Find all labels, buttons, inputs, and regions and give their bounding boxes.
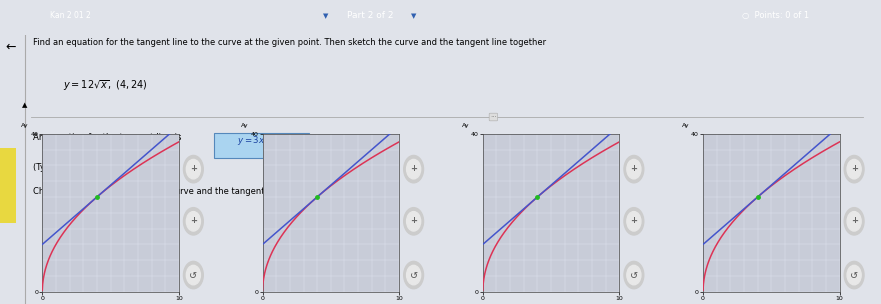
Text: ○ C.: ○ C. [487, 192, 507, 201]
FancyBboxPatch shape [214, 133, 309, 158]
Circle shape [844, 261, 864, 289]
Text: ○ D.: ○ D. [707, 192, 729, 201]
Text: +: + [631, 216, 637, 225]
Circle shape [183, 261, 204, 289]
Circle shape [844, 155, 864, 183]
Text: ○ B.: ○ B. [267, 192, 287, 201]
Text: +: + [411, 216, 417, 225]
Text: Part 2 of 2: Part 2 of 2 [347, 11, 393, 20]
Circle shape [844, 208, 864, 235]
Text: An equation for the tangent line is: An equation for the tangent line is [33, 133, 185, 142]
Circle shape [187, 212, 201, 231]
Text: $y=12\sqrt{x},\;(4,24)$: $y=12\sqrt{x},\;(4,24)$ [63, 78, 148, 93]
Text: +: + [411, 164, 417, 173]
Circle shape [403, 261, 424, 289]
Text: Ay: Ay [241, 123, 249, 128]
Text: ○  Points: 0 of 1: ○ Points: 0 of 1 [742, 11, 809, 20]
Text: ▲: ▲ [22, 102, 27, 108]
Bar [0, 148, 16, 223]
Circle shape [624, 155, 644, 183]
Text: ○ A.: ○ A. [47, 192, 67, 201]
Text: +: + [190, 164, 196, 173]
Text: Choose the correct graph of the curve and the tangent line below: Choose the correct graph of the curve an… [33, 187, 311, 196]
Text: ↺: ↺ [189, 271, 197, 281]
Text: ←: ← [5, 40, 16, 53]
Circle shape [183, 155, 204, 183]
Circle shape [848, 159, 862, 179]
Circle shape [187, 265, 201, 285]
Circle shape [627, 265, 641, 285]
Circle shape [848, 212, 862, 231]
Text: ↺: ↺ [850, 271, 858, 281]
Circle shape [403, 155, 424, 183]
Circle shape [848, 265, 862, 285]
Circle shape [627, 159, 641, 179]
Text: ↺: ↺ [410, 271, 418, 281]
Circle shape [406, 212, 421, 231]
Circle shape [624, 261, 644, 289]
Circle shape [627, 212, 641, 231]
Text: +: + [851, 216, 857, 225]
Text: Ay: Ay [682, 123, 690, 128]
Text: +: + [851, 164, 857, 173]
Text: (Type an equation ): (Type an equation ) [33, 163, 115, 172]
Circle shape [624, 208, 644, 235]
Circle shape [406, 265, 421, 285]
Text: ▼: ▼ [323, 13, 329, 19]
Text: +: + [190, 216, 196, 225]
Text: ↺: ↺ [630, 271, 638, 281]
Circle shape [183, 208, 204, 235]
Text: Find an equation for the tangent line to the curve at the given point. Then sket: Find an equation for the tangent line to… [33, 38, 546, 47]
Text: Kan 2 01 2: Kan 2 01 2 [50, 11, 91, 20]
Text: Ay: Ay [21, 123, 28, 128]
Text: +: + [631, 164, 637, 173]
Circle shape [187, 159, 201, 179]
Text: $y=3x+12$: $y=3x+12$ [237, 134, 286, 147]
Text: ···: ··· [490, 114, 497, 120]
Circle shape [406, 159, 421, 179]
Circle shape [403, 208, 424, 235]
Text: ▼: ▼ [411, 13, 417, 19]
Text: Ay: Ay [462, 123, 469, 128]
